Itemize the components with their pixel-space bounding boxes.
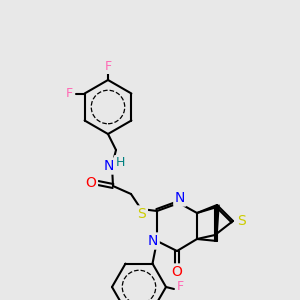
Text: N: N	[148, 234, 158, 248]
Text: N: N	[175, 191, 185, 205]
Text: O: O	[85, 176, 96, 190]
Text: S: S	[237, 214, 245, 228]
Text: N: N	[104, 159, 114, 173]
Text: H: H	[115, 157, 125, 169]
Text: F: F	[66, 87, 73, 100]
Text: F: F	[104, 59, 112, 73]
Text: S: S	[138, 207, 146, 221]
Text: F: F	[176, 280, 184, 293]
Text: O: O	[172, 265, 182, 279]
